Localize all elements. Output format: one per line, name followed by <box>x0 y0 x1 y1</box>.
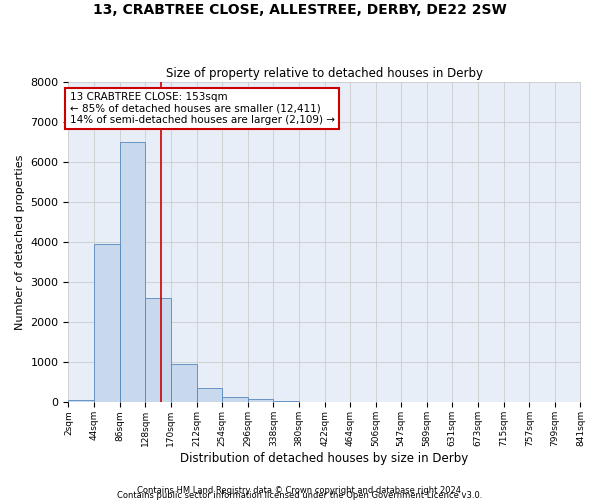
Bar <box>171 364 197 403</box>
Bar <box>274 401 299 402</box>
Bar <box>145 298 171 403</box>
Y-axis label: Number of detached properties: Number of detached properties <box>15 154 25 330</box>
Title: Size of property relative to detached houses in Derby: Size of property relative to detached ho… <box>166 66 483 80</box>
Bar <box>68 400 94 402</box>
Bar <box>94 244 119 402</box>
X-axis label: Distribution of detached houses by size in Derby: Distribution of detached houses by size … <box>181 452 469 465</box>
Bar <box>222 397 248 402</box>
Text: 13, CRABTREE CLOSE, ALLESTREE, DERBY, DE22 2SW: 13, CRABTREE CLOSE, ALLESTREE, DERBY, DE… <box>93 2 507 16</box>
Bar <box>197 388 222 402</box>
Bar <box>248 399 274 402</box>
Bar <box>119 142 145 403</box>
Text: Contains HM Land Registry data © Crown copyright and database right 2024.: Contains HM Land Registry data © Crown c… <box>137 486 463 495</box>
Text: Contains public sector information licensed under the Open Government Licence v3: Contains public sector information licen… <box>118 491 482 500</box>
Text: 13 CRABTREE CLOSE: 153sqm
← 85% of detached houses are smaller (12,411)
14% of s: 13 CRABTREE CLOSE: 153sqm ← 85% of detac… <box>70 92 335 126</box>
